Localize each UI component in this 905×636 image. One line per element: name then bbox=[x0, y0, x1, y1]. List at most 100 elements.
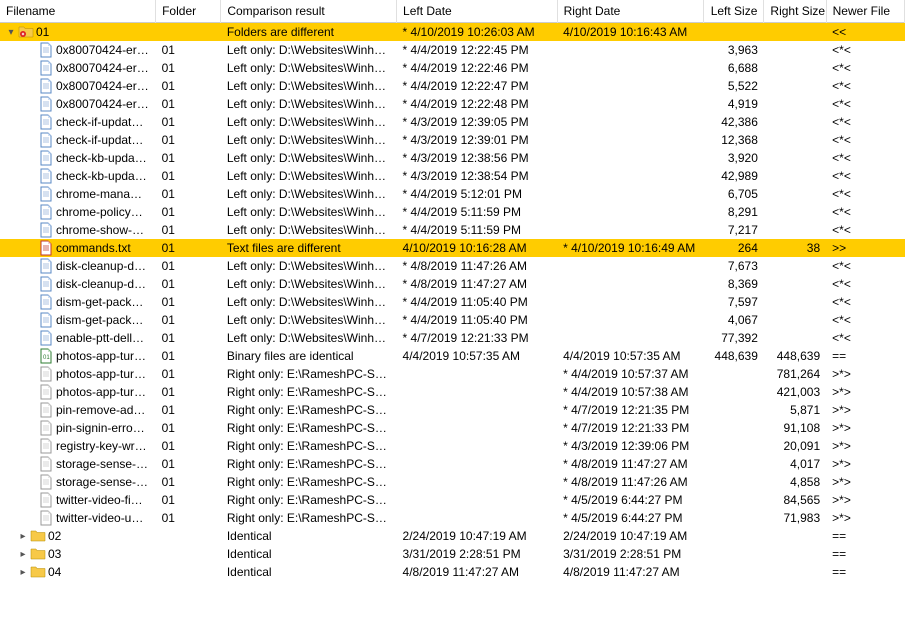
file-icon bbox=[38, 114, 54, 130]
cell-comp: Left only: D:\Websites\Winhel… bbox=[221, 77, 397, 95]
column-header-filename[interactable]: Filename bbox=[0, 0, 156, 23]
cell-comp: Folders are different bbox=[221, 23, 397, 42]
table-row[interactable]: ▸04Identical4/8/2019 11:47:27 AM4/8/2019… bbox=[0, 563, 905, 581]
table-row[interactable]: ▸03Identical3/31/2019 2:28:51 PM3/31/201… bbox=[0, 545, 905, 563]
table-row[interactable]: registry-key-wr…01Right only: E:\RameshP… bbox=[0, 437, 905, 455]
cell-newer: <*< bbox=[826, 221, 904, 239]
table-row[interactable]: check-kb-upda…01Left only: D:\Websites\W… bbox=[0, 149, 905, 167]
table-row[interactable]: check-kb-upda…01Left only: D:\Websites\W… bbox=[0, 167, 905, 185]
file-icon bbox=[38, 96, 54, 112]
tree-expander[interactable]: ▸ bbox=[18, 549, 28, 560]
table-row[interactable]: dism-get-pack…01Left only: D:\Websites\W… bbox=[0, 311, 905, 329]
file-icon bbox=[38, 78, 54, 94]
column-header-lsize[interactable]: Left Size bbox=[704, 0, 764, 23]
cell-lsize bbox=[704, 473, 764, 491]
cell-rdate bbox=[557, 95, 704, 113]
table-row[interactable]: 0x80070424-err…01Left only: D:\Websites\… bbox=[0, 41, 905, 59]
tree-expander[interactable]: ▾ bbox=[6, 27, 16, 38]
cell-folder: 01 bbox=[156, 221, 221, 239]
table-row[interactable]: 01photos-app-tur…01Binary files are iden… bbox=[0, 347, 905, 365]
cell-lsize bbox=[704, 23, 764, 42]
filename-text: photos-app-tur… bbox=[56, 385, 146, 399]
table-row[interactable]: 0x80070424-err…01Left only: D:\Websites\… bbox=[0, 59, 905, 77]
cell-rdate bbox=[557, 293, 704, 311]
table-row[interactable]: photos-app-tur…01Right only: E:\RameshPC… bbox=[0, 365, 905, 383]
table-row[interactable]: photos-app-tur…01Right only: E:\RameshPC… bbox=[0, 383, 905, 401]
table-row[interactable]: enable-ptt-dell…01Left only: D:\Websites… bbox=[0, 329, 905, 347]
tree-expander[interactable]: ▸ bbox=[18, 567, 28, 578]
table-row[interactable]: storage-sense-…01Right only: E:\RameshPC… bbox=[0, 455, 905, 473]
cell-newer: <*< bbox=[826, 203, 904, 221]
cell-ldate bbox=[397, 365, 558, 383]
cell-newer: <*< bbox=[826, 95, 904, 113]
table-row[interactable]: chrome-policy…01Left only: D:\Websites\W… bbox=[0, 203, 905, 221]
cell-newer: <*< bbox=[826, 167, 904, 185]
table-row[interactable]: storage-sense-…01Right only: E:\RameshPC… bbox=[0, 473, 905, 491]
cell-folder: 01 bbox=[156, 509, 221, 527]
table-row[interactable]: 0x80070424-err…01Left only: D:\Websites\… bbox=[0, 95, 905, 113]
cell-comp: Left only: D:\Websites\Winhel… bbox=[221, 203, 397, 221]
column-header-folder[interactable]: Folder bbox=[156, 0, 221, 23]
folder-diff-icon bbox=[18, 24, 34, 40]
cell-ldate: * 4/3/2019 12:38:56 PM bbox=[397, 149, 558, 167]
cell-lsize: 42,989 bbox=[704, 167, 764, 185]
cell-rdate: * 4/7/2019 12:21:35 PM bbox=[557, 401, 704, 419]
cell-rdate bbox=[557, 185, 704, 203]
column-header-rdate[interactable]: Right Date bbox=[557, 0, 704, 23]
table-row[interactable]: chrome-show-…01Left only: D:\Websites\Wi… bbox=[0, 221, 905, 239]
cell-rdate bbox=[557, 113, 704, 131]
folder-icon bbox=[30, 564, 46, 580]
cell-folder bbox=[156, 563, 221, 581]
cell-comp: Right only: E:\RameshPC-Sync… bbox=[221, 419, 397, 437]
table-row[interactable]: disk-cleanup-d…01Left only: D:\Websites\… bbox=[0, 275, 905, 293]
cell-comp: Left only: D:\Websites\Winhel… bbox=[221, 257, 397, 275]
filename-text: 02 bbox=[48, 529, 61, 543]
cell-lsize bbox=[704, 365, 764, 383]
cell-rdate bbox=[557, 41, 704, 59]
table-row[interactable]: ▸02Identical2/24/2019 10:47:19 AM2/24/20… bbox=[0, 527, 905, 545]
cell-lsize: 7,597 bbox=[704, 293, 764, 311]
table-row[interactable]: twitter-video-u…01Right only: E:\RameshP… bbox=[0, 509, 905, 527]
column-header-newer[interactable]: Newer File bbox=[826, 0, 904, 23]
cell-rdate: 3/31/2019 2:28:51 PM bbox=[557, 545, 704, 563]
cell-newer: == bbox=[826, 545, 904, 563]
file-icon bbox=[38, 186, 54, 202]
column-header-ldate[interactable]: Left Date bbox=[397, 0, 558, 23]
table-row[interactable]: chrome-mana…01Left only: D:\Websites\Win… bbox=[0, 185, 905, 203]
table-row[interactable]: 0x80070424-err…01Left only: D:\Websites\… bbox=[0, 77, 905, 95]
cell-folder: 01 bbox=[156, 239, 221, 257]
table-row[interactable]: commands.txt01Text files are different4/… bbox=[0, 239, 905, 257]
file-r-icon bbox=[38, 366, 54, 382]
cell-comp: Left only: D:\Websites\Winhel… bbox=[221, 311, 397, 329]
table-row[interactable]: check-if-updat…01Left only: D:\Websites\… bbox=[0, 131, 905, 149]
cell-rdate: 2/24/2019 10:47:19 AM bbox=[557, 527, 704, 545]
cell-rsize: 71,983 bbox=[764, 509, 826, 527]
cell-comp: Left only: D:\Websites\Winhel… bbox=[221, 329, 397, 347]
cell-rdate bbox=[557, 311, 704, 329]
filename-text: photos-app-tur… bbox=[56, 367, 146, 381]
cell-lsize: 264 bbox=[704, 239, 764, 257]
cell-lsize: 6,688 bbox=[704, 59, 764, 77]
filename-text: 01 bbox=[36, 25, 49, 39]
filename-text: commands.txt bbox=[56, 241, 131, 255]
table-row[interactable]: pin-remove-ad…01Right only: E:\RameshPC-… bbox=[0, 401, 905, 419]
file-red-icon bbox=[38, 240, 54, 256]
table-row[interactable]: pin-signin-erro…01Right only: E:\RameshP… bbox=[0, 419, 905, 437]
tree-expander[interactable]: ▸ bbox=[18, 531, 28, 542]
table-row[interactable]: ▾01Folders are different* 4/10/2019 10:2… bbox=[0, 23, 905, 42]
filename-text: photos-app-tur… bbox=[56, 349, 146, 363]
column-header-rsize[interactable]: Right Size bbox=[764, 0, 826, 23]
cell-rsize bbox=[764, 77, 826, 95]
file-icon bbox=[38, 132, 54, 148]
table-row[interactable]: twitter-video-fi…01Right only: E:\Ramesh… bbox=[0, 491, 905, 509]
file-icon bbox=[38, 150, 54, 166]
table-row[interactable]: dism-get-pack…01Left only: D:\Websites\W… bbox=[0, 293, 905, 311]
filename-text: 0x80070424-err… bbox=[56, 79, 150, 93]
cell-comp: Left only: D:\Websites\Winhel… bbox=[221, 185, 397, 203]
table-row[interactable]: disk-cleanup-d…01Left only: D:\Websites\… bbox=[0, 257, 905, 275]
table-row[interactable]: check-if-updat…01Left only: D:\Websites\… bbox=[0, 113, 905, 131]
cell-rsize bbox=[764, 257, 826, 275]
column-header-comp[interactable]: Comparison result bbox=[221, 0, 397, 23]
file-compare-grid: FilenameFolderComparison resultLeft Date… bbox=[0, 0, 905, 581]
file-icon bbox=[38, 168, 54, 184]
